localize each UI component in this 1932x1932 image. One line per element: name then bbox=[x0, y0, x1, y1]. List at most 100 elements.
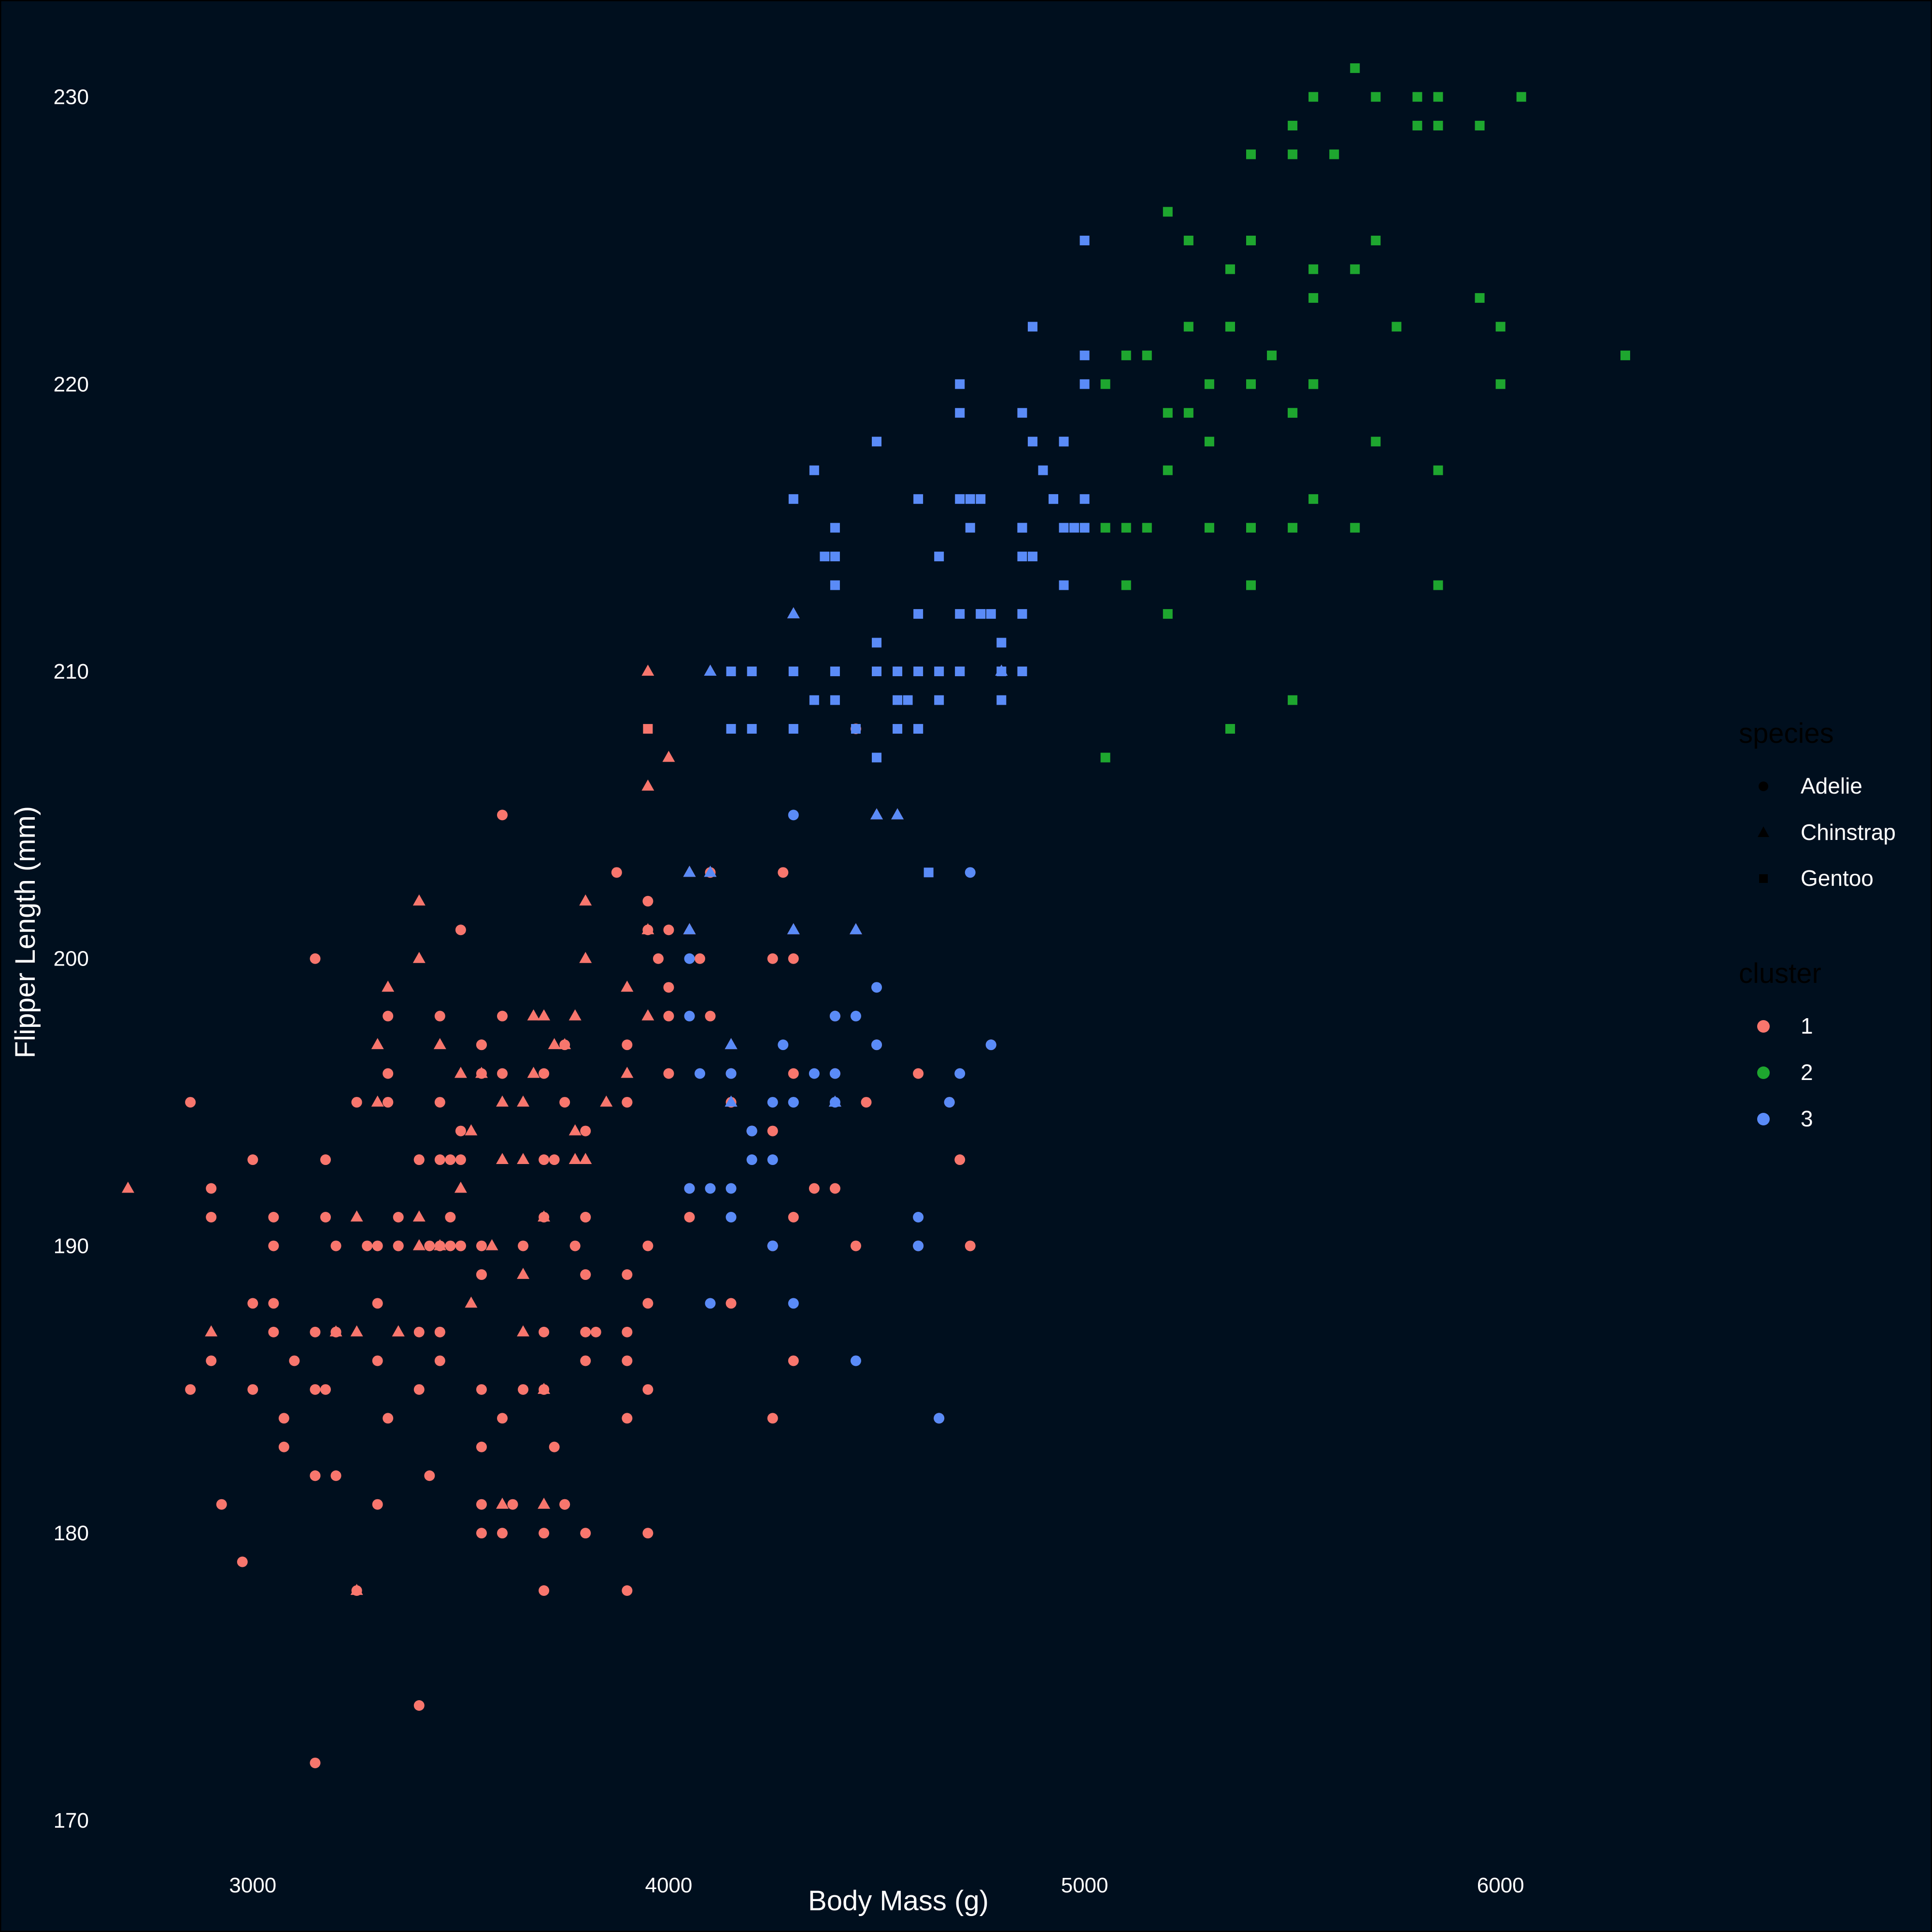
y-tick-label-220: 220 bbox=[54, 372, 89, 396]
point-gentoo-cluster3-26 bbox=[996, 695, 1007, 705]
point-chinstrap-cluster1-17 bbox=[538, 1497, 551, 1509]
point-adelie-cluster1-87 bbox=[642, 895, 653, 907]
point-adelie-cluster3-20 bbox=[934, 1413, 945, 1424]
point-adelie-cluster3-33 bbox=[944, 1097, 955, 1108]
point-gentoo-cluster2-52 bbox=[1495, 379, 1506, 389]
point-gentoo-cluster3-37 bbox=[1017, 552, 1027, 562]
point-adelie-cluster3-21 bbox=[954, 1068, 966, 1079]
point-gentoo-cluster3-8 bbox=[830, 695, 840, 705]
point-adelie-cluster3-5 bbox=[913, 1211, 924, 1222]
point-adelie-cluster1-7 bbox=[445, 1154, 456, 1165]
point-gentoo-cluster3-47 bbox=[986, 609, 996, 619]
point-gentoo-cluster3-41 bbox=[913, 724, 923, 734]
point-adelie-cluster3-15 bbox=[705, 1183, 716, 1194]
point-adelie-cluster1-135 bbox=[320, 1154, 331, 1165]
point-gentoo-cluster3-68 bbox=[1017, 609, 1027, 619]
point-adelie-cluster1-81 bbox=[580, 1211, 591, 1222]
point-adelie-cluster1-162 bbox=[476, 1039, 487, 1051]
point-chinstrap-cluster1-7 bbox=[558, 1038, 571, 1050]
point-adelie-cluster1-17 bbox=[383, 1413, 394, 1424]
point-chinstrap-cluster3-7 bbox=[683, 923, 696, 935]
x-tick-label-3000: 3000 bbox=[229, 1874, 276, 1897]
point-adelie-cluster1-100 bbox=[965, 1240, 976, 1251]
point-chinstrap-cluster1-64 bbox=[412, 894, 426, 906]
point-gentoo-cluster2-34 bbox=[1475, 293, 1485, 303]
point-gentoo-cluster3-44 bbox=[1017, 408, 1027, 418]
point-gentoo-cluster3-19 bbox=[996, 638, 1007, 648]
point-gentoo-cluster3-53 bbox=[1080, 235, 1090, 245]
point-adelie-cluster1-144 bbox=[518, 1384, 529, 1395]
legend-species-key-gentoo bbox=[1759, 874, 1768, 883]
point-gentoo-cluster2-26 bbox=[1516, 92, 1526, 102]
point-adelie-cluster1-47 bbox=[434, 1355, 445, 1366]
point-adelie-cluster1-70 bbox=[622, 1039, 633, 1051]
point-adelie-cluster3-23 bbox=[985, 1039, 996, 1051]
point-adelie-cluster1-149 bbox=[539, 1068, 550, 1079]
point-adelie-cluster3-11 bbox=[705, 1298, 716, 1309]
point-adelie-cluster1-128 bbox=[663, 1010, 674, 1022]
point-gentoo-cluster3-58 bbox=[851, 724, 861, 734]
point-gentoo-cluster2-53 bbox=[1246, 580, 1256, 590]
point-gentoo-cluster2-39 bbox=[1100, 523, 1110, 533]
point-gentoo-cluster3-27 bbox=[809, 695, 819, 705]
point-adelie-cluster1-141 bbox=[268, 1298, 279, 1309]
legend-cluster: cluster 1 2 3 bbox=[1739, 958, 1821, 1131]
point-gentoo-cluster2-28 bbox=[1329, 149, 1339, 159]
point-adelie-cluster1-124 bbox=[663, 982, 674, 993]
point-chinstrap-cluster1-6 bbox=[350, 1584, 363, 1595]
point-adelie-cluster1-163 bbox=[278, 1441, 289, 1452]
point-adelie-cluster3-24 bbox=[913, 1240, 924, 1251]
point-adelie-cluster3-26 bbox=[809, 1068, 820, 1079]
point-chinstrap-cluster1-24 bbox=[371, 1095, 384, 1107]
point-chinstrap-cluster1-55 bbox=[433, 1038, 446, 1050]
point-adelie-cluster1-3 bbox=[434, 1154, 445, 1165]
legend-species-key-chinstrap bbox=[1758, 826, 1769, 837]
point-gentoo-cluster2-25 bbox=[1288, 121, 1298, 131]
point-gentoo-cluster2-18 bbox=[1246, 523, 1256, 533]
point-chinstrap-cluster1-34 bbox=[496, 1095, 509, 1107]
point-gentoo-cluster2-55 bbox=[1288, 523, 1298, 533]
point-gentoo-cluster3-66 bbox=[1080, 523, 1090, 533]
point-chinstrap-cluster1-43 bbox=[454, 1066, 467, 1078]
point-chinstrap-cluster1-28 bbox=[538, 1210, 551, 1222]
point-adelie-cluster1-111 bbox=[330, 1240, 341, 1251]
point-chinstrap-cluster1-1 bbox=[621, 1066, 634, 1078]
point-gentoo-cluster2-50 bbox=[1350, 523, 1360, 533]
point-adelie-cluster1-84 bbox=[476, 1269, 487, 1280]
point-gentoo-cluster2-31 bbox=[1225, 264, 1235, 274]
point-chinstrap-cluster1-62 bbox=[517, 1095, 530, 1107]
y-tick-label-230: 230 bbox=[54, 85, 89, 109]
y-tick-label-170: 170 bbox=[54, 1809, 89, 1833]
point-chinstrap-cluster1-67 bbox=[568, 1009, 582, 1021]
point-chinstrap-cluster1-41 bbox=[517, 1325, 530, 1336]
point-chinstrap-cluster3-1 bbox=[724, 1038, 738, 1050]
point-gentoo-cluster2-29 bbox=[1267, 350, 1277, 360]
point-gentoo-cluster2-49 bbox=[1121, 580, 1131, 590]
point-adelie-cluster1-150 bbox=[663, 924, 674, 936]
legend-species-label-chinstrap: Chinstrap bbox=[1801, 820, 1896, 845]
point-adelie-cluster1-20 bbox=[497, 1528, 508, 1539]
point-adelie-cluster1-134 bbox=[622, 1269, 633, 1280]
point-gentoo-cluster2-1 bbox=[1246, 149, 1256, 159]
point-adelie-cluster1-101 bbox=[278, 1413, 289, 1424]
point-gentoo-cluster3-23 bbox=[976, 609, 986, 619]
point-gentoo-cluster2-23 bbox=[1225, 322, 1235, 332]
point-gentoo-cluster2-33 bbox=[1204, 523, 1214, 533]
point-gentoo-cluster2-45 bbox=[1183, 235, 1193, 245]
point-chinstrap-cluster1-40 bbox=[641, 665, 654, 676]
point-gentoo-cluster2-21 bbox=[1475, 121, 1485, 131]
point-adelie-cluster1-58 bbox=[559, 1097, 570, 1108]
point-adelie-cluster1-48 bbox=[725, 1298, 737, 1309]
point-chinstrap-cluster1-60 bbox=[641, 779, 654, 791]
point-chinstrap-cluster1-4 bbox=[548, 1038, 561, 1050]
y-tick-label-210: 210 bbox=[54, 660, 89, 683]
point-adelie-cluster1-95 bbox=[539, 1585, 550, 1596]
point-gentoo-cluster3-50 bbox=[965, 494, 975, 504]
point-adelie-cluster1-46 bbox=[237, 1556, 248, 1567]
point-chinstrap-cluster1-63 bbox=[662, 751, 675, 762]
point-chinstrap-cluster3-2 bbox=[787, 923, 800, 935]
point-adelie-cluster3-13 bbox=[746, 1154, 757, 1165]
points-layer bbox=[122, 63, 1630, 1768]
point-adelie-cluster1-76 bbox=[622, 1097, 633, 1108]
